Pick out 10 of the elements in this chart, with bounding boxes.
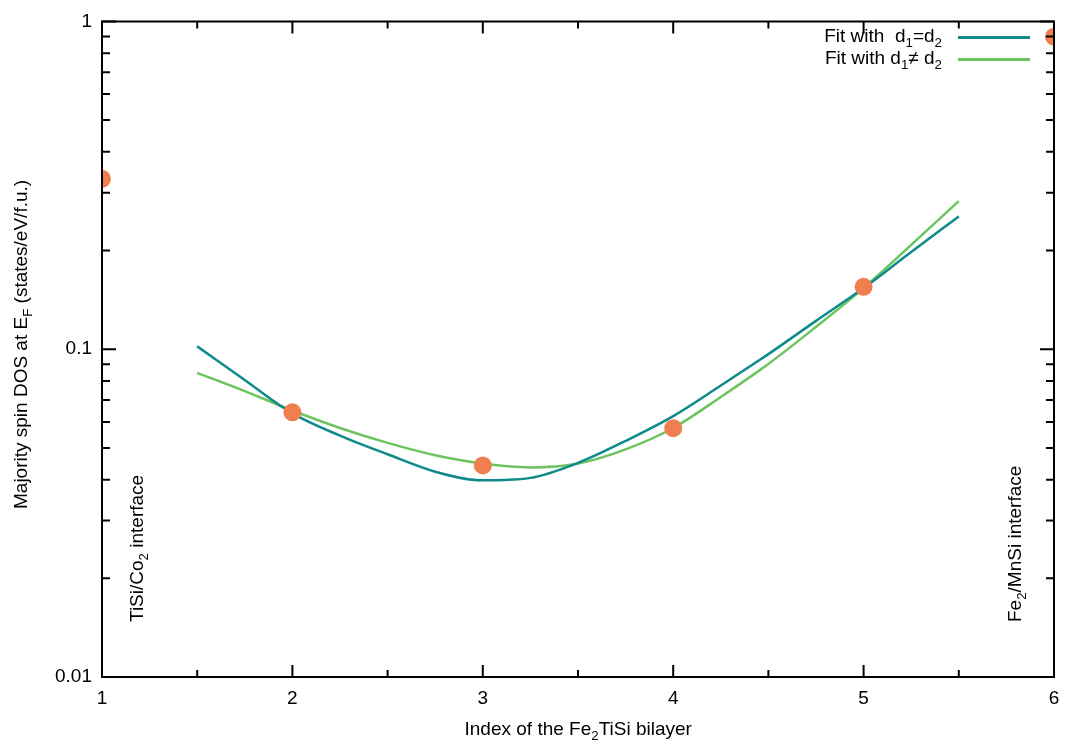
x-tick-label: 3 <box>477 686 489 708</box>
x-axis-title: Index of the Fe$_{2}$TiSi bilayer <box>464 718 692 743</box>
x-tick-label: 6 <box>1048 686 1060 708</box>
y-tick-label: 1 <box>81 9 92 31</box>
x-tick-label: 1 <box>96 686 108 708</box>
x-tick-label: 5 <box>858 686 869 708</box>
x-tick-label: 2 <box>287 686 298 708</box>
y-tick-label: 0.1 <box>65 337 92 359</box>
x-tick-label: 4 <box>667 686 679 708</box>
y-tick-label: 0.01 <box>55 665 92 687</box>
